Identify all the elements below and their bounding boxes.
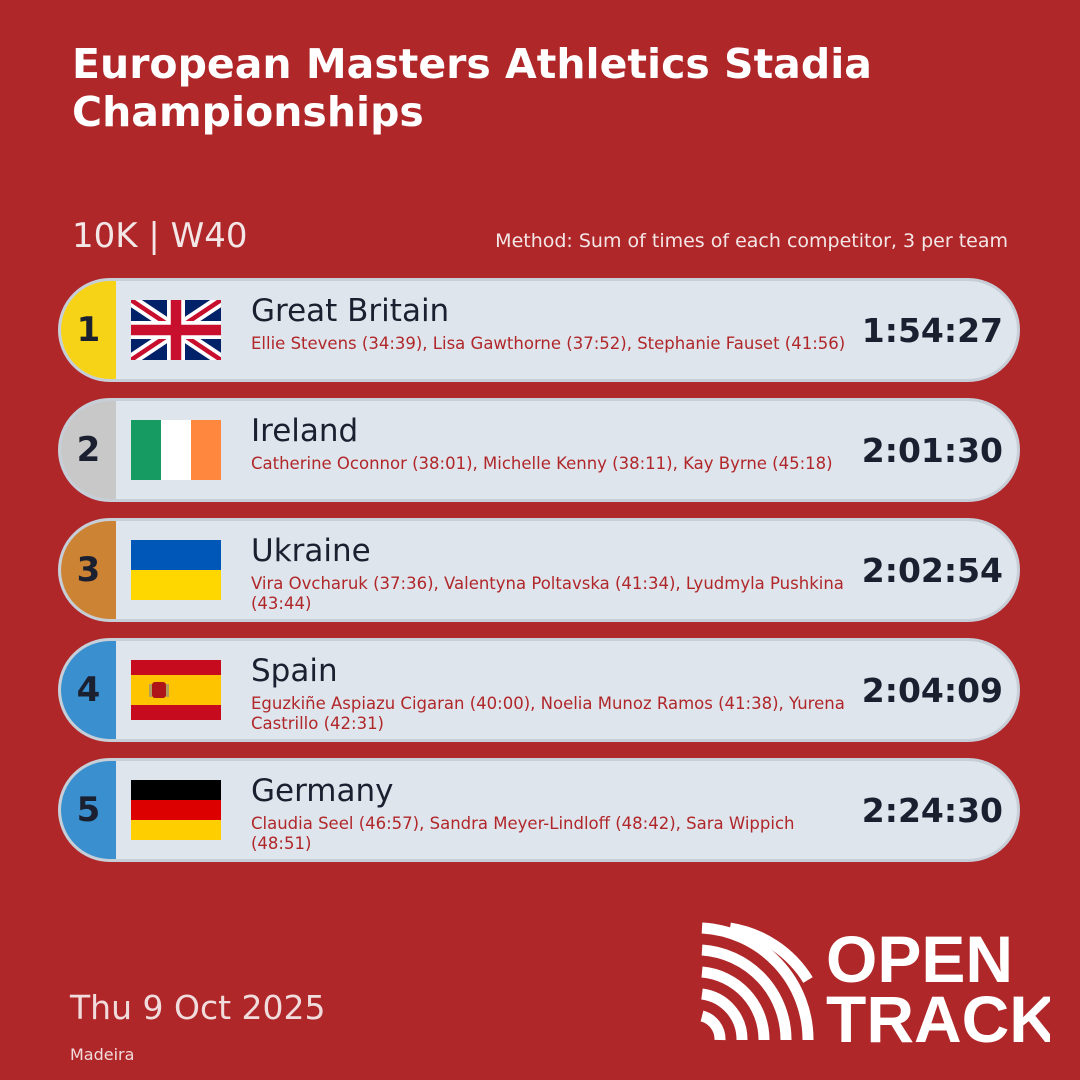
logo-stripe: [701, 922, 814, 1041]
flag: [131, 780, 221, 840]
logo-text: TRACK: [826, 982, 1050, 1050]
flag: [131, 540, 221, 600]
team: Great Britain: [251, 293, 450, 329]
athletes: Vira Ovcharuk (37:36), Valentyna Poltavs…: [251, 574, 844, 613]
time: 2:02:54: [861, 550, 1003, 590]
rank: 2: [61, 401, 116, 499]
time: 2:01:30: [861, 430, 1003, 470]
logo-stripe: [701, 944, 792, 1041]
method: Method: Sum of times of each competitor,…: [495, 230, 1008, 252]
result-row: 2 Ireland Catherine Oconnor (38:01), Mic…: [58, 398, 1020, 502]
result-row: 1 Great Britain Ellie Stevens (34:39), L…: [58, 278, 1020, 382]
rank: 3: [61, 521, 116, 619]
title: European Masters Athletics Stadia Champi…: [72, 40, 872, 136]
athletes: Claudia Seel (46:57), Sandra Meyer-Lindl…: [251, 814, 795, 853]
time: 1:54:27: [861, 310, 1003, 350]
team: Ukraine: [251, 533, 371, 569]
logo-stripe: [701, 988, 748, 1041]
team: Spain: [251, 653, 338, 689]
athletes: Ellie Stevens (34:39), Lisa Gawthorne (3…: [251, 334, 846, 353]
logo: OPEN TRACK: [700, 922, 1050, 1050]
athletes: Eguzkiñe Aspiazu Cigaran (40:00), Noelia…: [251, 694, 845, 733]
logo-text: OPEN: [826, 922, 1013, 996]
flag: [131, 660, 221, 720]
rank: 5: [61, 761, 116, 859]
team: Ireland: [251, 413, 359, 449]
time: 2:24:30: [861, 790, 1003, 830]
rank: 4: [61, 641, 116, 739]
logo-stripe: [700, 1010, 726, 1041]
team: Germany: [251, 773, 394, 809]
result-row: 3 Ukraine Vira Ovcharuk (37:36), Valenty…: [58, 518, 1020, 622]
logo-stripe: [729, 922, 813, 983]
result-row: 4 Spain Eguzkiñe Aspiazu Cigaran (40:00)…: [58, 638, 1020, 742]
flag: [131, 300, 221, 360]
rank: 1: [61, 281, 116, 379]
event: 10K | W40: [72, 216, 248, 256]
location: Madeira: [70, 1045, 135, 1064]
result-row: 5 Germany Claudia Seel (46:57), Sandra M…: [58, 758, 1020, 862]
logo-stripe: [701, 966, 770, 1041]
athletes: Catherine Oconnor (38:01), Michelle Kenn…: [251, 454, 833, 473]
date: Thu 9 Oct 2025: [70, 988, 326, 1027]
time: 2:04:09: [861, 670, 1003, 710]
flag: [131, 420, 221, 480]
